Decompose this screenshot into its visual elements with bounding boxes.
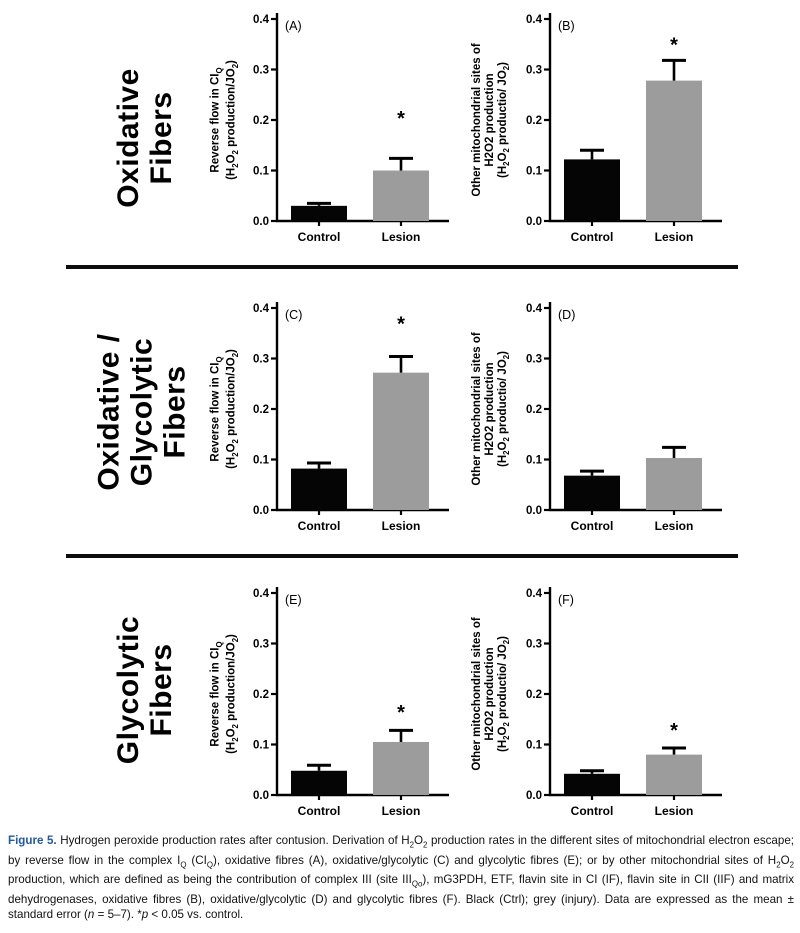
svg-text:0.4: 0.4 xyxy=(526,303,543,315)
svg-text:Control: Control xyxy=(571,519,614,533)
svg-text:0.1: 0.1 xyxy=(526,740,543,752)
svg-text:Lesion: Lesion xyxy=(382,519,421,533)
svg-text:0.3: 0.3 xyxy=(526,65,542,77)
svg-text:0.4: 0.4 xyxy=(526,588,543,600)
svg-text:0.1: 0.1 xyxy=(526,166,543,178)
svg-text:0.1: 0.1 xyxy=(253,455,270,467)
chart-panel-f: Other mitochondrial sites of H2O2 product… xyxy=(468,579,730,829)
svg-text:0.1: 0.1 xyxy=(526,455,543,467)
chart-panel-c: Reverse flow in CIQ (H2O2 production/JO2)… xyxy=(209,294,457,544)
svg-text:Control: Control xyxy=(298,519,341,533)
svg-text:Lesion: Lesion xyxy=(382,804,421,818)
figure-caption-label: Figure 5. xyxy=(8,834,57,847)
svg-text:*: * xyxy=(397,108,405,130)
chart-panel-b: Other mitochondrial sites of H2O2 product… xyxy=(468,5,730,255)
chart-f-plot: 0.0 0.1 0.2 0.3 0.4 (F) Control Lesion * xyxy=(526,587,722,818)
chart-b-plot: 0.0 0.1 0.2 0.3 0.4 (B) Control Lesion * xyxy=(526,13,722,244)
svg-text:0.2: 0.2 xyxy=(253,404,269,416)
figure-caption: Figure 5. Hydrogen peroxide production r… xyxy=(8,833,794,922)
chart-c-ylabel: Reverse flow in CIQ (H2O2 production/JO2) xyxy=(209,294,243,524)
svg-text:Lesion: Lesion xyxy=(655,230,694,244)
svg-text:0.3: 0.3 xyxy=(253,639,269,651)
svg-text:0.4: 0.4 xyxy=(526,14,543,26)
svg-text:0.0: 0.0 xyxy=(253,505,269,517)
svg-text:0.0: 0.0 xyxy=(526,790,542,802)
svg-text:0.2: 0.2 xyxy=(526,689,542,701)
svg-text:*: * xyxy=(397,702,405,724)
svg-text:0.1: 0.1 xyxy=(253,166,270,178)
chart-a-ylabel: Reverse flow in CIQ (H2O2 production/JO2) xyxy=(209,5,243,235)
svg-text:(D): (D) xyxy=(558,308,575,322)
svg-text:0.0: 0.0 xyxy=(526,216,542,228)
row-label-oxidative-fibers: Oxidative Fibers xyxy=(95,38,195,238)
chart-e-ylabel: Reverse flow in CIQ (H2O2 production/JO2) xyxy=(209,579,243,809)
figure-caption-text: Hydrogen peroxide production rates after… xyxy=(8,834,795,922)
chart-d-plot: 0.0 0.1 0.2 0.3 0.4 (D) Control Lesion xyxy=(526,302,722,533)
svg-text:0.3: 0.3 xyxy=(253,354,269,366)
svg-text:0.1: 0.1 xyxy=(253,740,270,752)
svg-text:0.4: 0.4 xyxy=(253,14,270,26)
row-label-oxidative-glycolytic-fibers: Oxidative / Glycolytic Fibers xyxy=(86,300,198,524)
svg-text:Lesion: Lesion xyxy=(655,804,694,818)
svg-text:0.3: 0.3 xyxy=(253,65,269,77)
svg-text:(C): (C) xyxy=(285,308,302,322)
svg-text:Control: Control xyxy=(298,230,341,244)
svg-text:0.2: 0.2 xyxy=(526,115,542,127)
svg-text:0.2: 0.2 xyxy=(253,115,269,127)
chart-e-plot: 0.0 0.1 0.2 0.3 0.4 (E) Control Lesion * xyxy=(253,587,449,818)
y-axis-label: Reverse flow in CIQ (H2O2 production/JO2) xyxy=(209,60,241,180)
svg-text:0.4: 0.4 xyxy=(253,588,270,600)
svg-text:(B): (B) xyxy=(558,19,575,33)
svg-text:0.4: 0.4 xyxy=(253,303,270,315)
chart-c-plot: 0.0 0.1 0.2 0.3 0.4 (C) Control Lesion * xyxy=(253,302,449,533)
svg-text:*: * xyxy=(670,720,678,742)
chart-d-ylabel: Other mitochondrial sites of H2O2 product… xyxy=(468,294,516,524)
chart-f-ylabel: Other mitochondrial sites of H2O2 product… xyxy=(468,579,516,809)
svg-text:Lesion: Lesion xyxy=(655,519,694,533)
svg-text:0.3: 0.3 xyxy=(526,354,542,366)
y-axis-label: Other mitochondrial sites of H2O2 product… xyxy=(470,617,512,771)
row-label-text: Oxidative / Glycolytic Fibers xyxy=(92,333,192,491)
svg-text:0.3: 0.3 xyxy=(526,639,542,651)
section-divider-2 xyxy=(66,554,738,558)
section-divider-1 xyxy=(66,265,738,269)
svg-text:0.2: 0.2 xyxy=(526,404,542,416)
row-label-text: Glycolytic Fibers xyxy=(112,615,178,765)
svg-text:0.0: 0.0 xyxy=(253,790,269,802)
chart-panel-d: Other mitochondrial sites of H2O2 product… xyxy=(468,294,730,544)
svg-text:*: * xyxy=(397,314,405,336)
y-axis-label: Reverse flow in CIQ (H2O2 production/JO2) xyxy=(209,634,241,754)
svg-text:Control: Control xyxy=(571,804,614,818)
row-label-glycolytic-fibers: Glycolytic Fibers xyxy=(95,590,195,790)
svg-text:Control: Control xyxy=(571,230,614,244)
svg-text:0.0: 0.0 xyxy=(253,216,269,228)
chart-panel-e: Reverse flow in CIQ (H2O2 production/JO2)… xyxy=(209,579,457,829)
svg-text:(F): (F) xyxy=(558,593,574,607)
svg-text:0.2: 0.2 xyxy=(253,689,269,701)
svg-text:*: * xyxy=(670,35,678,57)
y-axis-label: Reverse flow in CIQ (H2O2 production/JO2) xyxy=(209,349,241,469)
svg-text:Control: Control xyxy=(298,804,341,818)
svg-text:Lesion: Lesion xyxy=(382,230,421,244)
row-label-text: Oxidative Fibers xyxy=(112,68,178,208)
chart-b-ylabel: Other mitochondrial sites of H2O2 product… xyxy=(468,5,516,235)
chart-panel-a: Reverse flow in CIQ (H2O2 production/JO2)… xyxy=(209,5,457,255)
svg-text:(E): (E) xyxy=(285,593,302,607)
chart-a-plot: 0.0 0.1 0.2 0.3 0.4 (A) Control Lesion * xyxy=(253,13,449,244)
svg-text:(A): (A) xyxy=(285,19,302,33)
svg-text:0.0: 0.0 xyxy=(526,505,542,517)
y-axis-label: Other mitochondrial sites of H2O2 product… xyxy=(470,43,512,197)
y-axis-label: Other mitochondrial sites of H2O2 product… xyxy=(470,332,512,486)
